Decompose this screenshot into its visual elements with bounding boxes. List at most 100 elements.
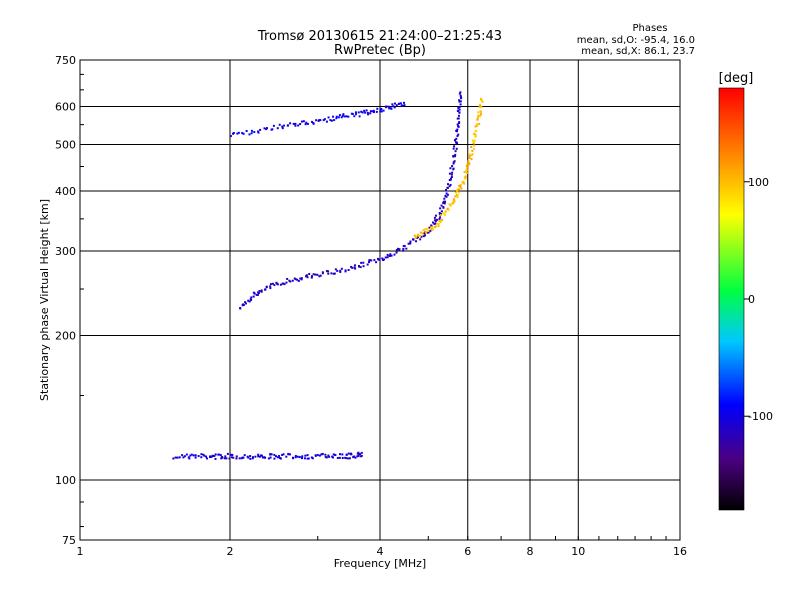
data-point xyxy=(278,123,281,126)
data-point xyxy=(453,160,456,163)
data-point xyxy=(327,454,330,457)
data-point xyxy=(333,119,336,122)
data-point xyxy=(189,454,192,457)
data-point xyxy=(304,123,307,126)
plot-frame xyxy=(79,59,681,541)
data-point xyxy=(197,455,200,458)
data-point xyxy=(328,455,331,458)
data-point xyxy=(350,265,353,268)
data-point xyxy=(476,117,479,120)
data-point xyxy=(452,167,455,170)
data-point xyxy=(255,293,258,296)
data-point xyxy=(269,287,272,290)
data-point xyxy=(449,167,452,170)
chart-subtitle: RwPretec (Bp) xyxy=(334,43,426,58)
data-point xyxy=(294,122,297,125)
data-point xyxy=(382,259,385,262)
data-point xyxy=(382,109,385,112)
data-point xyxy=(422,229,425,232)
data-point xyxy=(372,111,375,114)
data-point xyxy=(299,123,302,126)
grid-lines xyxy=(80,60,680,540)
y-tick-label: 750 xyxy=(55,54,76,67)
data-point xyxy=(458,111,461,114)
data-point xyxy=(351,266,354,269)
data-point xyxy=(463,182,466,185)
data-point xyxy=(265,127,268,130)
data-point xyxy=(360,454,363,457)
data-point xyxy=(354,111,357,114)
data-point xyxy=(230,456,233,459)
data-point xyxy=(291,279,294,282)
data-point xyxy=(320,453,323,456)
data-point xyxy=(421,232,424,235)
data-point xyxy=(447,208,450,211)
data-point xyxy=(446,186,449,189)
data-point xyxy=(332,453,335,456)
data-point xyxy=(471,149,474,152)
data-point xyxy=(275,281,278,284)
data-point xyxy=(219,454,222,457)
data-point xyxy=(431,221,434,224)
data-point xyxy=(257,453,260,456)
data-point xyxy=(310,276,313,279)
data-point xyxy=(415,237,418,240)
data-point xyxy=(456,196,459,199)
data-point xyxy=(325,456,328,459)
data-point xyxy=(430,224,433,227)
data-point xyxy=(341,453,344,456)
data-point xyxy=(264,288,267,291)
data-point xyxy=(439,214,442,217)
data-point xyxy=(449,204,452,207)
data-point xyxy=(249,298,252,301)
data-point xyxy=(194,456,197,459)
data-point xyxy=(353,115,356,118)
data-point xyxy=(183,455,186,458)
data-point xyxy=(457,117,460,120)
data-point xyxy=(340,267,343,270)
data-point xyxy=(273,453,276,456)
data-point xyxy=(211,454,214,457)
data-point xyxy=(310,275,313,278)
data-point xyxy=(458,108,461,111)
data-point xyxy=(433,216,436,219)
y-axis-label: Stationary phase Virtual Height [km] xyxy=(38,199,51,401)
data-point xyxy=(282,124,285,127)
data-point xyxy=(420,235,423,238)
data-point xyxy=(347,269,350,272)
data-point xyxy=(440,219,443,222)
data-point xyxy=(270,453,273,456)
data-point xyxy=(443,202,446,205)
data-point xyxy=(439,207,442,210)
data-point xyxy=(444,200,447,203)
data-point xyxy=(213,454,216,457)
data-point xyxy=(395,251,398,254)
x-tick-label: 6 xyxy=(464,545,471,558)
data-point xyxy=(336,269,339,272)
data-point xyxy=(456,134,459,137)
data-point xyxy=(187,456,190,459)
data-point xyxy=(324,456,327,459)
x-tick-label: 8 xyxy=(527,545,534,558)
data-point xyxy=(306,276,309,279)
data-point xyxy=(206,457,209,460)
data-point xyxy=(338,456,341,459)
data-point xyxy=(356,455,359,458)
data-point xyxy=(252,291,255,294)
data-point xyxy=(467,163,470,166)
data-point xyxy=(319,274,322,277)
data-point xyxy=(393,253,396,256)
data-point xyxy=(391,103,394,106)
data-point xyxy=(337,116,340,119)
data-point xyxy=(254,455,257,458)
data-point xyxy=(437,222,440,225)
data-point xyxy=(375,261,378,264)
data-point xyxy=(265,128,268,131)
data-point xyxy=(329,119,332,122)
data-point xyxy=(335,115,338,118)
data-point xyxy=(344,270,347,273)
y-tick-label: 500 xyxy=(55,139,76,152)
data-point xyxy=(452,202,455,205)
data-point xyxy=(415,240,418,243)
data-point xyxy=(324,453,327,456)
